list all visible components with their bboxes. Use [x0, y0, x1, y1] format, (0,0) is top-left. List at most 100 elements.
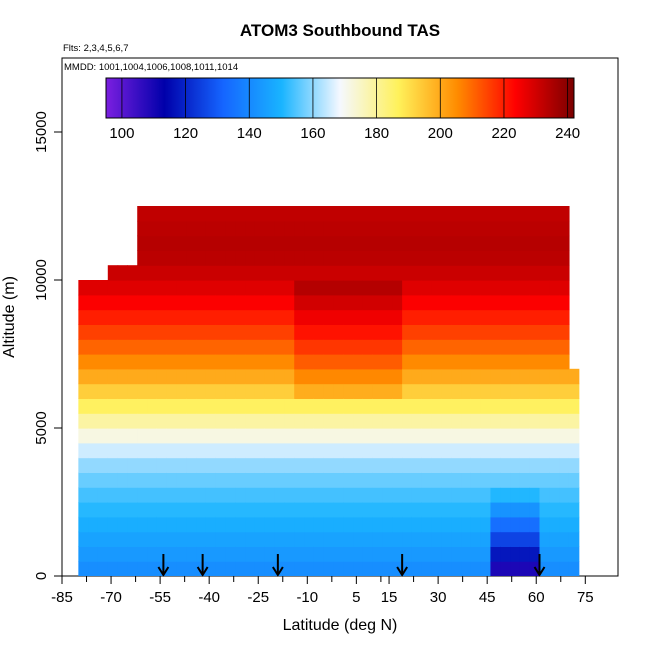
heatmap-cell: [156, 531, 168, 547]
heatmap-cell: [519, 502, 531, 518]
heatmap-cell: [78, 502, 89, 518]
heatmap-cell: [78, 398, 89, 414]
colorbar-tick-label: 240: [555, 125, 580, 142]
heatmap-cell: [510, 309, 521, 325]
heatmap-cell: [343, 235, 354, 251]
heatmap-cell: [284, 309, 295, 325]
heatmap-cell: [431, 398, 442, 414]
heatmap-cell: [205, 457, 217, 473]
heatmap-cell: [559, 457, 570, 473]
heatmap-cell: [88, 561, 99, 576]
heatmap-cell: [245, 324, 256, 340]
heatmap-cell: [215, 531, 227, 547]
heatmap-cell: [294, 220, 305, 237]
heatmap-cell: [186, 487, 197, 503]
heatmap-cell: [225, 206, 236, 222]
heatmap-cell: [421, 235, 433, 251]
heatmap-cell: [353, 265, 364, 281]
heatmap-cell: [559, 561, 570, 576]
heatmap-cell: [156, 324, 168, 340]
heatmap-cell: [284, 324, 295, 340]
heatmap-cell: [313, 354, 325, 370]
heatmap-cell: [156, 220, 168, 237]
heatmap-cell: [205, 206, 217, 222]
x-tick-label: -25: [247, 589, 269, 606]
heatmap-cell: [402, 546, 413, 562]
heatmap-cell: [392, 457, 403, 473]
heatmap-cell: [549, 472, 560, 488]
heatmap-cell: [343, 442, 354, 459]
heatmap-cell: [411, 220, 423, 237]
heatmap-cell: [245, 368, 256, 385]
heatmap-cell: [362, 235, 374, 251]
heatmap-cell: [156, 368, 168, 385]
heatmap-cell: [304, 546, 315, 562]
heatmap-cell: [117, 280, 129, 296]
heatmap-cell: [421, 324, 433, 340]
heatmap-cell: [97, 516, 109, 533]
heatmap-cell: [186, 428, 197, 444]
heatmap-cell: [529, 294, 541, 311]
heatmap-cell: [323, 487, 335, 503]
heatmap-cell: [333, 220, 344, 237]
heatmap-cell: [480, 309, 492, 325]
heatmap-cell: [461, 206, 472, 222]
heatmap-cell: [107, 294, 119, 311]
heatmap-cell: [441, 502, 452, 518]
heatmap-cell: [333, 250, 344, 266]
heatmap-cell: [294, 235, 305, 251]
heatmap-cell: [294, 339, 305, 355]
heatmap-cell: [235, 250, 246, 266]
heatmap-cell: [254, 235, 266, 251]
heatmap-cell: [176, 502, 187, 518]
heatmap-cell: [392, 265, 403, 281]
heatmap-cell: [225, 531, 236, 547]
heatmap-cell: [510, 354, 521, 370]
heatmap-cell: [382, 354, 393, 370]
heatmap-cell: [313, 472, 325, 488]
heatmap-cell: [470, 324, 482, 340]
heatmap-cell: [88, 368, 99, 385]
heatmap-cell: [313, 294, 325, 311]
heatmap-cell: [147, 309, 158, 325]
heatmap-cell: [529, 265, 541, 281]
heatmap-cell: [431, 220, 442, 237]
heatmap-cell: [284, 354, 295, 370]
heatmap-cell: [78, 280, 89, 296]
heatmap-cell: [235, 235, 246, 251]
heatmap-cell: [392, 413, 403, 429]
heatmap-cell: [78, 324, 89, 340]
heatmap-cell: [480, 502, 492, 518]
heatmap-cell: [196, 206, 207, 222]
heatmap-cell: [392, 280, 403, 296]
heatmap-cell: [480, 442, 492, 459]
heatmap-cell: [186, 339, 197, 355]
heatmap-cell: [529, 309, 541, 325]
heatmap-cell: [323, 561, 335, 576]
heatmap-cell: [205, 487, 217, 503]
heatmap-cell: [411, 531, 423, 547]
heatmap-cell: [127, 339, 138, 355]
heatmap-cell: [323, 472, 335, 488]
heatmap-cell: [156, 383, 168, 399]
heatmap-cell: [529, 487, 541, 503]
heatmap-cell: [147, 250, 158, 266]
heatmap-cell: [421, 398, 433, 414]
heatmap-cell: [166, 561, 178, 576]
heatmap-cell: [323, 546, 335, 562]
heatmap-cell: [441, 250, 452, 266]
heatmap-cell: [274, 457, 285, 473]
heatmap-cell: [196, 324, 207, 340]
heatmap-cell: [353, 235, 364, 251]
heatmap-cell: [88, 487, 99, 503]
heatmap-cell: [245, 502, 256, 518]
heatmap-cell: [559, 309, 570, 325]
heatmap-cell: [147, 265, 158, 281]
heatmap-cell: [519, 206, 531, 222]
heatmap-cell: [500, 324, 511, 340]
heatmap-cell: [529, 324, 541, 340]
heatmap-cell: [225, 294, 236, 311]
heatmap-cell: [568, 502, 580, 518]
heatmap-cell: [470, 561, 482, 576]
heatmap-cell: [402, 457, 413, 473]
